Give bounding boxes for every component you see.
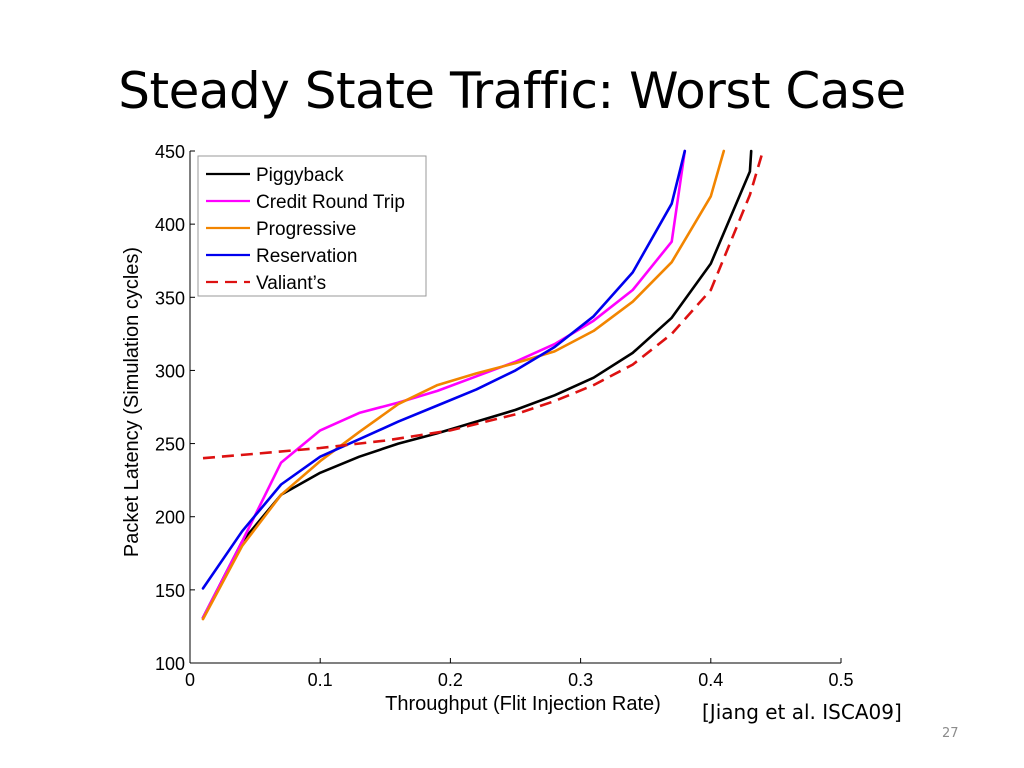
legend: Piggyback Credit Round Trip Progressive Res… xyxy=(197,155,427,297)
x-tick-label: 0.4 xyxy=(698,670,723,690)
series-line-credit-round-trip xyxy=(201,149,687,620)
y-tick-label: 250 xyxy=(155,435,185,455)
x-tick-label: 0.5 xyxy=(828,670,853,690)
y-tick-label: 400 xyxy=(155,215,185,235)
y-tick-label: 350 xyxy=(155,288,185,308)
chart-axes: 100 150 200 250 300 350 400 450 0 0.1 0.2 0.3 0.4 0.5 xyxy=(155,142,854,690)
series-line-reservation xyxy=(201,149,687,590)
series-line-piggyback xyxy=(201,149,753,620)
y-tick-label: 300 xyxy=(155,361,185,381)
plot-lines xyxy=(201,149,765,621)
x-tick-label: 0.2 xyxy=(438,670,463,690)
y-tick-label: 450 xyxy=(155,142,185,162)
citation: [Jiang et al. ISCA09] xyxy=(702,700,902,724)
y-tick-label: 150 xyxy=(155,581,185,601)
legend-label: Progressive xyxy=(256,219,356,240)
y-axis-label: Packet Latency (Simulation cycles) xyxy=(121,247,143,557)
legend-label: Reservation xyxy=(256,246,357,267)
page-number: 27 xyxy=(942,726,959,741)
slide-title: Steady State Traffic: Worst Case xyxy=(118,62,906,120)
legend-label: Piggyback xyxy=(256,165,344,186)
series-line-valiant-s xyxy=(202,150,765,460)
series-line-progressive xyxy=(201,149,726,621)
x-tick-label: 0.1 xyxy=(308,670,333,690)
legend-label: Valiant’s xyxy=(256,273,326,294)
y-tick-label: 200 xyxy=(155,508,185,528)
y-tick-label: 100 xyxy=(155,654,185,674)
legend-label: Credit Round Trip xyxy=(256,192,405,213)
x-axis-label: Throughput (Flit Injection Rate) xyxy=(385,693,661,715)
legend-box xyxy=(197,155,427,297)
x-tick-label: 0 xyxy=(185,670,195,690)
x-tick-label: 0.3 xyxy=(568,670,593,690)
